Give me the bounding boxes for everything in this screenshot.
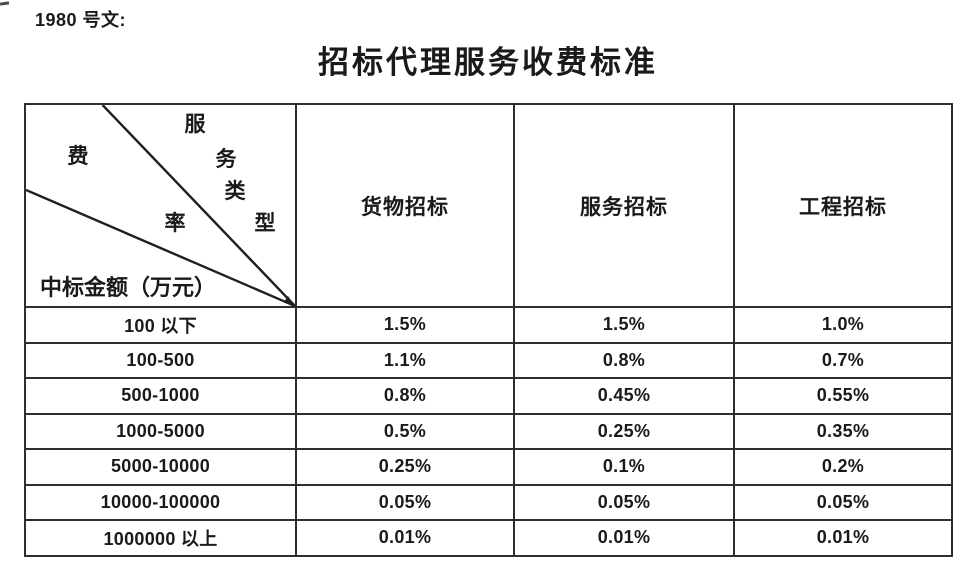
goods-rate-cell: 0.01% (295, 519, 515, 557)
service-rate-cell: 1.5% (513, 306, 735, 344)
works-rate-cell: 0.2% (733, 448, 953, 486)
goods-rate-cell: 1.5% (295, 306, 515, 344)
service-rate-cell: 0.45% (513, 377, 735, 415)
doc-ref: 1980 号文: (35, 10, 127, 30)
corner-col-axis-char: 务 (215, 147, 237, 171)
goods-rate-cell: 0.5% (295, 412, 515, 450)
table-row: 100 以下 1.5% 1.5% 1.0% (24, 306, 953, 344)
table-corner-cell: 服 务 类 型 费 率 中标金额（万元） (24, 103, 297, 308)
page-title: 招标代理服务收费标准 (318, 45, 658, 80)
works-rate-cell: 0.55% (733, 377, 953, 415)
works-rate-cell: 0.01% (733, 519, 953, 557)
service-rate-cell: 0.8% (513, 341, 735, 379)
corner-row-axis-label: 中标金额（万元） (40, 275, 217, 300)
corner-col-axis-char: 服 (184, 112, 206, 136)
amount-range-cell: 1000000 以上 (24, 519, 297, 557)
service-rate-cell: 0.25% (513, 412, 735, 450)
amount-range-cell: 10000-100000 (24, 483, 297, 521)
service-rate-cell: 0.05% (513, 483, 735, 521)
works-rate-cell: 0.05% (733, 483, 953, 521)
goods-rate-cell: 0.25% (295, 448, 515, 486)
table-row: 1000000 以上 0.01% 0.01% 0.01% (24, 519, 953, 557)
amount-range-cell: 500-1000 (24, 377, 297, 415)
table-row: 100-500 1.1% 0.8% 0.7% (24, 341, 953, 379)
table-header-row: 服 务 类 型 费 率 中标金额（万元） 货物招标 服务招标 工程招标 (24, 103, 953, 308)
fee-table: 服 务 类 型 费 率 中标金额（万元） 货物招标 服务招标 工程招标 100 … (24, 103, 953, 557)
goods-rate-cell: 0.05% (295, 483, 515, 521)
works-rate-cell: 0.7% (733, 341, 953, 379)
works-rate-cell: 0.35% (733, 412, 953, 450)
amount-range-cell: 1000-5000 (24, 412, 297, 450)
table-row: 500-1000 0.8% 0.45% 0.55% (24, 377, 953, 415)
goods-rate-cell: 0.8% (295, 377, 515, 415)
column-header-goods: 货物招标 (295, 103, 515, 308)
table-row: 1000-5000 0.5% 0.25% 0.35% (24, 412, 953, 450)
scan-artifact (0, 1, 10, 6)
corner-col-axis-char: 类 (224, 179, 246, 203)
corner-col-axis-char: 型 (254, 211, 276, 235)
corner-rate-char: 率 (164, 211, 186, 235)
service-rate-cell: 0.1% (513, 448, 735, 486)
amount-range-cell: 100 以下 (24, 306, 297, 344)
amount-range-cell: 100-500 (24, 341, 297, 379)
corner-rate-char: 费 (67, 144, 89, 168)
amount-range-cell: 5000-10000 (24, 448, 297, 486)
table-row: 5000-10000 0.25% 0.1% 0.2% (24, 448, 953, 486)
diagonal-divider-lines (27, 106, 294, 305)
column-header-works: 工程招标 (733, 103, 953, 308)
goods-rate-cell: 1.1% (295, 341, 515, 379)
column-header-service: 服务招标 (513, 103, 735, 308)
service-rate-cell: 0.01% (513, 519, 735, 557)
works-rate-cell: 1.0% (733, 306, 953, 344)
table-row: 10000-100000 0.05% 0.05% 0.05% (24, 483, 953, 521)
